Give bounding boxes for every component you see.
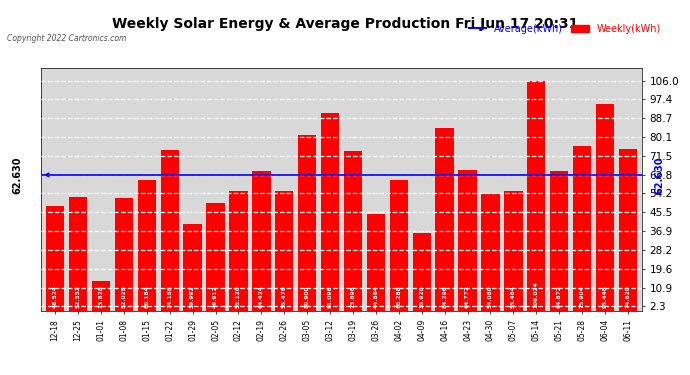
Bar: [619, 149, 637, 311]
Bar: [184, 224, 201, 311]
Bar: [69, 197, 87, 311]
Bar: [298, 135, 316, 311]
Text: 95.448: 95.448: [602, 285, 607, 308]
Bar: [504, 190, 522, 311]
Bar: [413, 233, 431, 311]
Text: 91.096: 91.096: [328, 285, 333, 308]
Bar: [229, 191, 248, 311]
Text: 84.296: 84.296: [442, 285, 447, 308]
Text: 74.620: 74.620: [625, 285, 631, 308]
Bar: [92, 281, 110, 311]
Text: 52.028: 52.028: [121, 285, 126, 308]
Text: 62.630: 62.630: [654, 156, 664, 194]
Text: 60.184: 60.184: [144, 285, 149, 308]
Bar: [206, 202, 225, 311]
Text: 64.672: 64.672: [557, 285, 562, 308]
Text: 52.552: 52.552: [76, 285, 81, 308]
Bar: [161, 150, 179, 311]
Bar: [275, 190, 293, 311]
Text: Weekly Solar Energy & Average Production Fri Jun 17 20:31: Weekly Solar Energy & Average Production…: [112, 17, 578, 31]
Text: 55.120: 55.120: [236, 285, 241, 308]
Bar: [115, 198, 133, 311]
Text: 39.992: 39.992: [190, 285, 195, 308]
Bar: [137, 180, 156, 311]
Bar: [321, 113, 339, 311]
Text: 73.696: 73.696: [351, 285, 355, 308]
Bar: [482, 194, 500, 311]
Bar: [527, 81, 546, 311]
Text: 64.772: 64.772: [465, 285, 470, 308]
Bar: [46, 206, 64, 311]
Text: 64.424: 64.424: [259, 285, 264, 308]
Text: 48.524: 48.524: [52, 285, 58, 308]
Text: 60.288: 60.288: [396, 285, 402, 308]
Text: 80.900: 80.900: [305, 286, 310, 308]
Text: 54.080: 54.080: [488, 285, 493, 308]
Text: 106.024: 106.024: [534, 281, 539, 308]
Bar: [390, 180, 408, 311]
Bar: [367, 214, 385, 311]
Text: 44.864: 44.864: [373, 285, 378, 308]
Text: Copyright 2022 Cartronics.com: Copyright 2022 Cartronics.com: [7, 34, 126, 43]
Text: 13.828: 13.828: [99, 285, 103, 308]
Text: 55.476: 55.476: [282, 285, 287, 308]
Bar: [596, 104, 614, 311]
Bar: [573, 146, 591, 311]
Text: 49.912: 49.912: [213, 285, 218, 308]
Legend: Average(kWh), Weekly(kWh): Average(kWh), Weekly(kWh): [465, 20, 664, 38]
Text: 62.630: 62.630: [12, 156, 22, 194]
Bar: [458, 170, 477, 311]
Text: 74.188: 74.188: [167, 285, 172, 308]
Bar: [435, 128, 454, 311]
Text: 75.904: 75.904: [580, 285, 584, 308]
Text: 55.464: 55.464: [511, 285, 516, 308]
Bar: [344, 151, 362, 311]
Bar: [252, 171, 270, 311]
Bar: [550, 171, 569, 311]
Text: 35.920: 35.920: [420, 285, 424, 308]
